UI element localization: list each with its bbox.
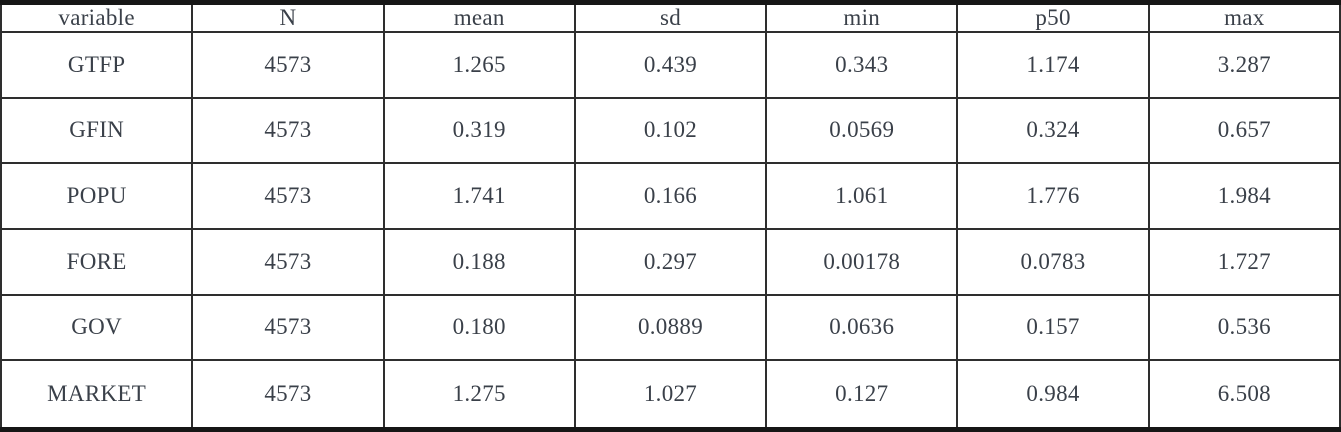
value-cell: 3.287 [1147,31,1341,99]
table-row: POPU 4573 1.741 0.166 1.061 1.776 1.984 [0,162,1341,230]
value-cell: 4573 [191,96,385,165]
column-header: p50 [956,1,1150,33]
value-cell: 0.297 [573,227,768,296]
table-row: GTFP 4573 1.265 0.439 0.343 1.174 3.287 [0,31,1341,99]
value-cell: 0.657 [1147,96,1341,165]
value-cell: 0.343 [765,31,959,99]
value-cell: 0.439 [573,31,768,99]
value-cell: 4573 [191,162,385,230]
value-cell: 1.027 [573,359,768,431]
table-body: GTFP 4573 1.265 0.439 0.343 1.174 3.287 GFIN 457… [0,31,1341,431]
value-cell: 1.275 [382,359,576,431]
value-cell: 1.174 [956,31,1150,99]
value-cell: 0.0889 [573,293,768,362]
value-cell: 1.061 [765,162,959,230]
value-cell: 1.265 [382,31,576,99]
variable-name-cell: GTFP [0,31,194,99]
value-cell: 0.157 [956,293,1150,362]
value-cell: 0.102 [573,96,768,165]
value-cell: 0.0636 [765,293,959,362]
value-cell: 4573 [191,293,385,362]
table-row: GOV 4573 0.180 0.0889 0.0636 0.157 0.536 [0,293,1341,362]
value-cell: 4573 [191,359,385,431]
table-row: GFIN 4573 0.319 0.102 0.0569 0.324 0.657 [0,96,1341,165]
variable-name-cell: FORE [0,227,194,296]
column-header: variable [0,1,194,33]
column-header: sd [573,1,768,33]
column-header: mean [382,1,576,33]
value-cell: 1.727 [1147,227,1341,296]
value-cell: 1.741 [382,162,576,230]
value-cell: 4573 [191,31,385,99]
value-cell: 0.00178 [765,227,959,296]
column-header: min [765,1,959,33]
value-cell: 0.536 [1147,293,1341,362]
table-row: FORE 4573 0.188 0.297 0.00178 0.0783 1.727 [0,227,1341,296]
variable-name-cell: GFIN [0,96,194,165]
value-cell: 0.0569 [765,96,959,165]
value-cell: 1.984 [1147,162,1341,230]
value-cell: 0.319 [382,96,576,165]
variable-name-cell: MARKET [0,359,194,431]
variable-name-cell: POPU [0,162,194,230]
table-row: MARKET 4573 1.275 1.027 0.127 0.984 6.508 [0,359,1341,431]
column-header: N [191,1,385,33]
value-cell: 0.180 [382,293,576,362]
value-cell: 1.776 [956,162,1150,230]
variable-name-cell: GOV [0,293,194,362]
column-header: max [1147,1,1341,33]
value-cell: 0.166 [573,162,768,230]
value-cell: 6.508 [1147,359,1341,431]
value-cell: 0.0783 [956,227,1150,296]
value-cell: 4573 [191,227,385,296]
value-cell: 0.188 [382,227,576,296]
value-cell: 0.324 [956,96,1150,165]
value-cell: 0.127 [765,359,959,431]
value-cell: 0.984 [956,359,1150,431]
